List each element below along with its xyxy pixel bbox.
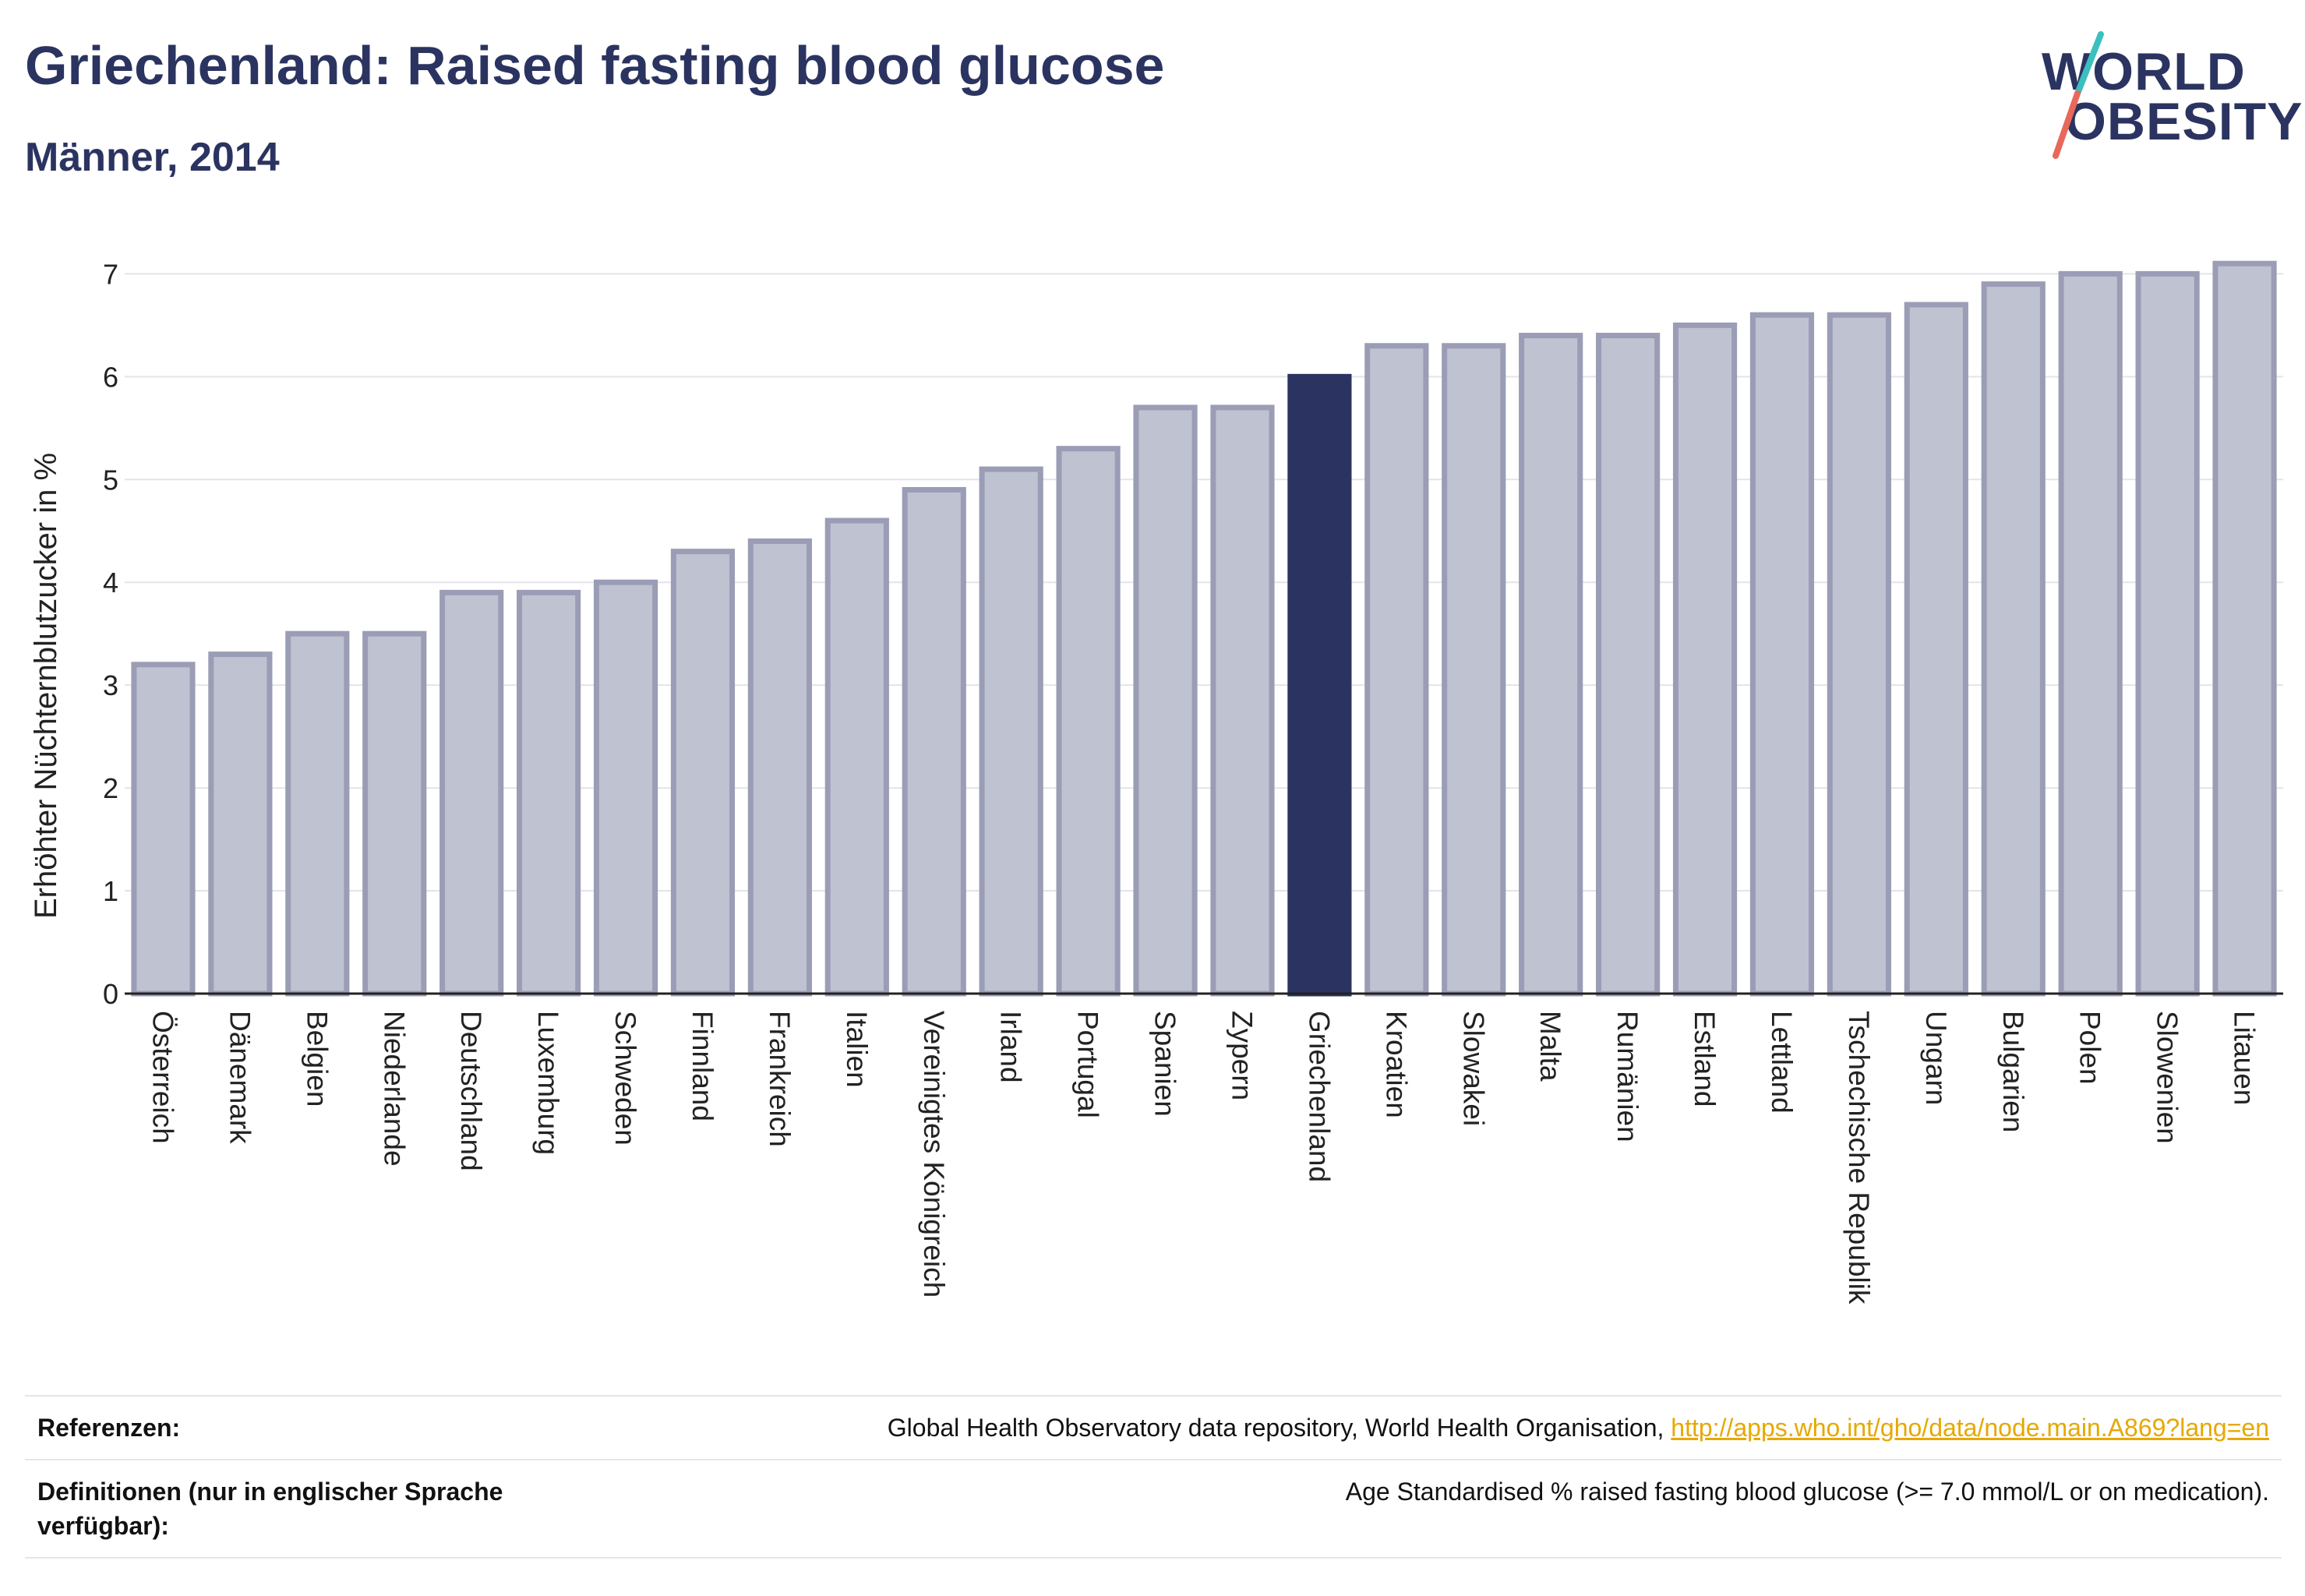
- bar-20: [1672, 322, 1738, 997]
- y-tick-label: 6: [103, 361, 118, 393]
- bar-19: [1596, 333, 1661, 997]
- y-tick-label: 5: [103, 464, 118, 496]
- x-tick-label: Frankreich: [764, 1011, 796, 1147]
- x-tick-label: Slowenien: [2151, 1011, 2183, 1144]
- bar-2: [285, 630, 350, 997]
- x-tick-label: Portugal: [1072, 1011, 1104, 1118]
- bar-15: [1287, 373, 1352, 997]
- bar-22: [1827, 312, 1891, 997]
- x-tick-label: Luxemburg: [532, 1011, 564, 1155]
- bar-10: [902, 486, 966, 997]
- x-tick-label: Belgien: [301, 1011, 333, 1107]
- logo-line-1: WORLD: [2042, 42, 2246, 101]
- x-tick-label: Zypern: [1226, 1011, 1258, 1100]
- definitions-label: Definitionen (nur in englischer Sprache …: [37, 1478, 503, 1540]
- definitions-row: Definitionen (nur in englischer Sprache …: [25, 1459, 2282, 1559]
- y-tick-label: 3: [103, 669, 118, 701]
- references-link[interactable]: http://apps.who.int/gho/data/node.main.A…: [1671, 1414, 2269, 1442]
- x-tick-label: Rumänien: [1611, 1011, 1643, 1142]
- bar-27: [2212, 260, 2277, 997]
- x-tick-label: Dänemark: [224, 1011, 256, 1144]
- bar-7: [670, 549, 736, 997]
- bar-24: [1981, 281, 2046, 997]
- bar-3: [362, 630, 427, 997]
- bar-25: [2058, 270, 2123, 997]
- bar-6: [593, 579, 658, 997]
- bar-23: [1904, 302, 1968, 997]
- x-tick-label: Ungarn: [1920, 1011, 1952, 1105]
- x-tick-label: Tschechische Republik: [1843, 1011, 1875, 1305]
- bar-26: [2135, 270, 2200, 997]
- y-axis-title: Erhöhter Nüchternblutzucker in %: [29, 453, 63, 919]
- x-tick-label: Spanien: [1149, 1011, 1181, 1117]
- y-tick-label: 2: [103, 772, 118, 804]
- y-tick-label: 4: [103, 567, 118, 598]
- footer: Referenzen: Global Health Observatory da…: [25, 1395, 2282, 1559]
- logo-slash-icon: [2053, 31, 2104, 159]
- chart-subtitle: Männer, 2014: [25, 135, 280, 180]
- y-tick-label: 7: [103, 258, 118, 290]
- bar-1: [208, 651, 273, 997]
- x-tick-label: Slowakei: [1457, 1011, 1489, 1126]
- x-tick-label: Lettland: [1766, 1011, 1798, 1114]
- bar-chart: 0 1 2 3 4 5 6 7 Erhöhter Nüchternblutzucker in %…: [29, 258, 2283, 1305]
- x-tick-label: Niederlande: [378, 1011, 410, 1167]
- bar-12: [1056, 446, 1121, 997]
- logo-line-2: OBESITY: [2065, 92, 2303, 151]
- bar-4: [439, 589, 504, 997]
- world-obesity-logo[interactable]: WORLD OBESITY: [2034, 31, 2303, 164]
- bar-11: [979, 466, 1043, 997]
- x-tick-label: Bulgarien: [1997, 1011, 2029, 1132]
- x-tick-label: Deutschland: [455, 1011, 487, 1171]
- definitions-value: Age Standardised % raised fasting blood …: [1345, 1478, 2269, 1506]
- bar-9: [824, 517, 889, 997]
- bar-8: [747, 538, 812, 997]
- x-tick-label: Estland: [1689, 1011, 1721, 1107]
- x-tick-label: Irland: [995, 1011, 1027, 1083]
- bar-21: [1749, 312, 1815, 997]
- bar-0: [131, 662, 196, 997]
- x-tick-label: Kroatien: [1380, 1011, 1412, 1118]
- bar-5: [517, 589, 581, 997]
- bar-17: [1442, 343, 1506, 997]
- references-text: Global Health Observatory data repositor…: [887, 1414, 1671, 1442]
- x-tick-label: Malta: [1534, 1011, 1566, 1082]
- chart-title: Griechenland: Raised fasting blood gluco…: [25, 35, 1165, 96]
- x-tick-label: Österreich: [146, 1011, 178, 1144]
- references-row: Referenzen: Global Health Observatory da…: [25, 1395, 2282, 1460]
- x-tick-label: Vereinigtes Königreich: [918, 1011, 950, 1298]
- x-tick-label: Finnland: [687, 1011, 718, 1121]
- y-tick-label: 0: [103, 978, 118, 1010]
- x-tick-label: Schweden: [609, 1011, 641, 1146]
- bar-13: [1133, 404, 1198, 997]
- x-tick-label: Griechenland: [1303, 1011, 1335, 1182]
- x-tick-label: Italien: [841, 1011, 873, 1088]
- x-tick-label: Litauen: [2229, 1011, 2261, 1105]
- references-value: Global Health Observatory data repositor…: [888, 1411, 2269, 1445]
- x-tick-label: Polen: [2074, 1011, 2106, 1085]
- bar-18: [1519, 333, 1583, 997]
- references-label: Referenzen:: [37, 1414, 181, 1442]
- bar-14: [1210, 404, 1275, 997]
- bar-16: [1364, 343, 1429, 997]
- y-tick-label: 1: [103, 875, 118, 907]
